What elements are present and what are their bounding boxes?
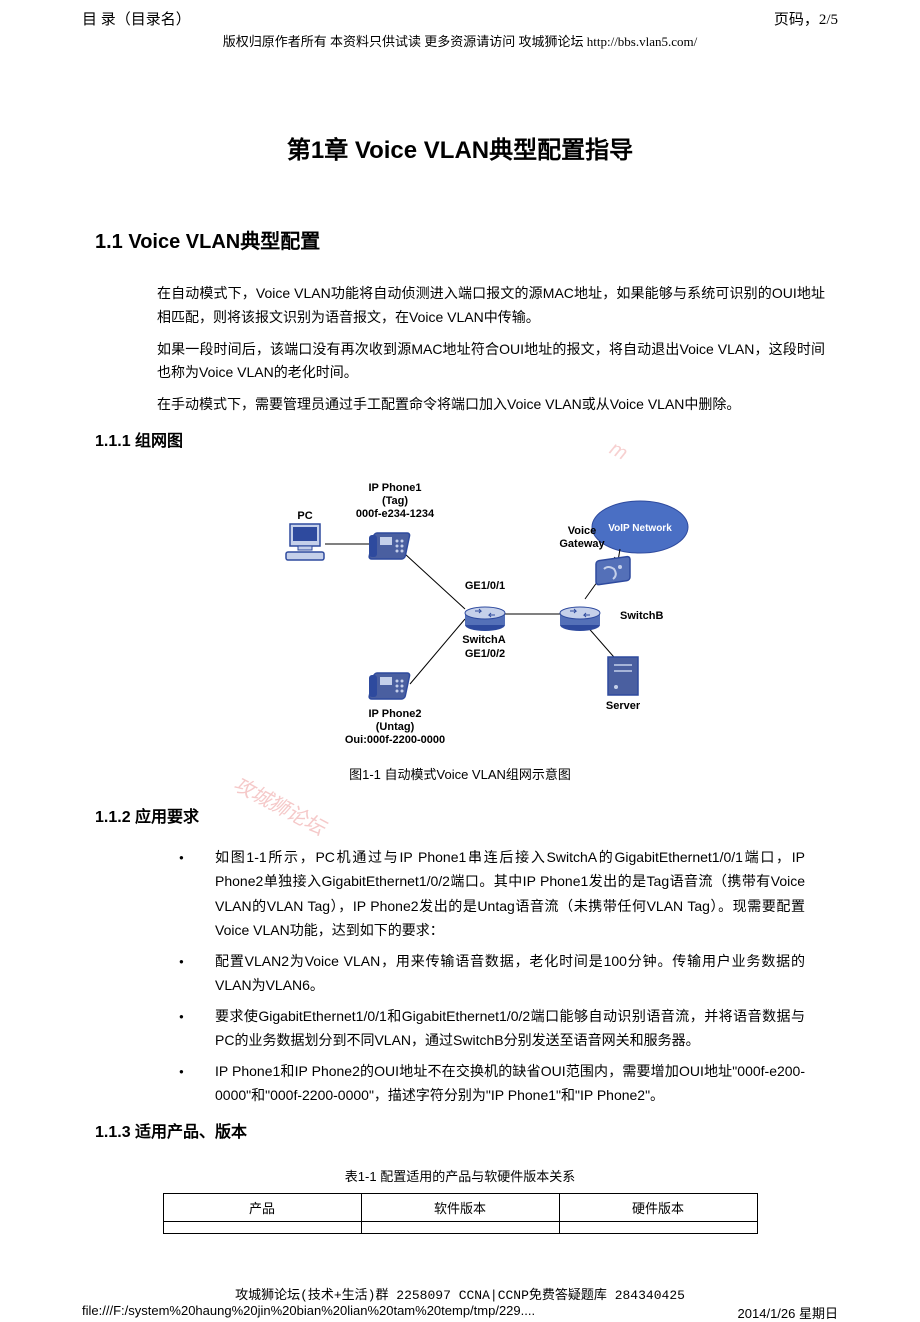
body-para: 在手动模式下，需要管理员通过手工配置命令将端口加入Voice VLAN或从Voi… [157, 393, 825, 417]
table-cell [163, 1221, 361, 1233]
section-1-1-1-title: 1.1.1 组网图 [95, 427, 825, 451]
svg-text:GE1/0/1: GE1/0/1 [465, 580, 505, 592]
svg-text:Gateway: Gateway [559, 538, 605, 550]
table-header: 硬件版本 [559, 1193, 757, 1221]
svg-text:000f-e234-1234: 000f-e234-1234 [356, 508, 435, 520]
section-1-1-3-title: 1.1.3 适用产品、版本 [95, 1118, 825, 1142]
switcha-icon [465, 607, 505, 631]
body-para: 如果一段时间后，该端口没有再次收到源MAC地址符合OUI地址的报文，将自动退出V… [157, 338, 825, 386]
svg-text:Oui:000f-2200-0000: Oui:000f-2200-0000 [345, 734, 445, 746]
table-cell [361, 1221, 559, 1233]
svg-text:IP Phone1: IP Phone1 [369, 482, 422, 494]
pc-icon [286, 524, 324, 560]
section-1-1-2-title: 1.1.2 应用要求 [95, 803, 825, 827]
gateway-icon [596, 556, 630, 585]
copyright-line: 版权归原作者所有 本资料只供试读 更多资源请访问 攻城狮论坛 http://bb… [0, 29, 920, 50]
table-caption: 表1-1 配置适用的产品与软硬件版本关系 [95, 1166, 825, 1185]
diagram-svg: VoIP Network PC [220, 469, 700, 749]
section-1-1-title: 1.1 Voice VLAN典型配置 [95, 225, 825, 254]
list-item: IP Phone1和IP Phone2的OUI地址不在交换机的缺省OUI范围内，… [157, 1059, 805, 1108]
figure-caption: 图1-1 自动模式Voice VLAN组网示意图 [95, 764, 825, 783]
chapter-title: 第1章 Voice VLAN典型配置指导 [95, 130, 825, 165]
body-para: 在自动模式下，Voice VLAN功能将自动侦测进入端口报文的源MAC地址，如果… [157, 282, 825, 330]
list-item: 如图1-1所示，PC机通过与IP Phone1串连后接入SwitchA的Giga… [157, 845, 805, 943]
table-header: 软件版本 [361, 1193, 559, 1221]
footer-forum: 攻城狮论坛(技术+生活)群 2258097 CCNA|CCNP免费答疑题库 28… [82, 1284, 838, 1303]
list-item: 配置VLAN2为Voice VLAN，用来传输语音数据，老化时间是100分钟。传… [157, 949, 805, 998]
header-left: 目 录（目录名） [82, 8, 191, 29]
phone1-icon [369, 533, 411, 559]
svg-text:SwitchA: SwitchA [462, 634, 505, 646]
svg-text:IP Phone2: IP Phone2 [369, 708, 422, 720]
svg-text:Voice: Voice [568, 525, 597, 537]
footer-date: 2014/1/26 星期日 [738, 1303, 838, 1322]
table-header: 产品 [163, 1193, 361, 1221]
network-diagram: VoIP Network PC [95, 469, 825, 754]
content: 第1章 Voice VLAN典型配置指导 1.1 Voice VLAN典型配置 … [0, 130, 920, 1234]
table-cell [559, 1221, 757, 1233]
page-footer: 攻城狮论坛(技术+生活)群 2258097 CCNA|CCNP免费答疑题库 28… [0, 1284, 920, 1322]
footer-path: file:///F:/system%20haung%20jin%20bian%2… [82, 1303, 535, 1322]
switchb-icon [560, 607, 600, 631]
svg-text:Server: Server [606, 700, 641, 712]
svg-text:(Untag): (Untag) [376, 721, 415, 733]
list-item: 要求使GigabitEthernet1/0/1和GigabitEthernet1… [157, 1004, 805, 1053]
requirements-list: 如图1-1所示，PC机通过与IP Phone1串连后接入SwitchA的Giga… [157, 845, 805, 1108]
server-icon [608, 657, 638, 695]
header-right: 页码，2/5 [774, 8, 838, 29]
page-header: 目 录（目录名） 页码，2/5 [0, 0, 920, 29]
svg-text:VoIP Network: VoIP Network [608, 523, 672, 534]
svg-text:PC: PC [297, 510, 312, 522]
svg-text:(Tag): (Tag) [382, 495, 408, 507]
svg-text:SwitchB: SwitchB [620, 610, 663, 622]
version-table: 产品 软件版本 硬件版本 [163, 1193, 758, 1234]
phone2-icon [369, 673, 411, 699]
svg-text:GE1/0/2: GE1/0/2 [465, 648, 505, 660]
